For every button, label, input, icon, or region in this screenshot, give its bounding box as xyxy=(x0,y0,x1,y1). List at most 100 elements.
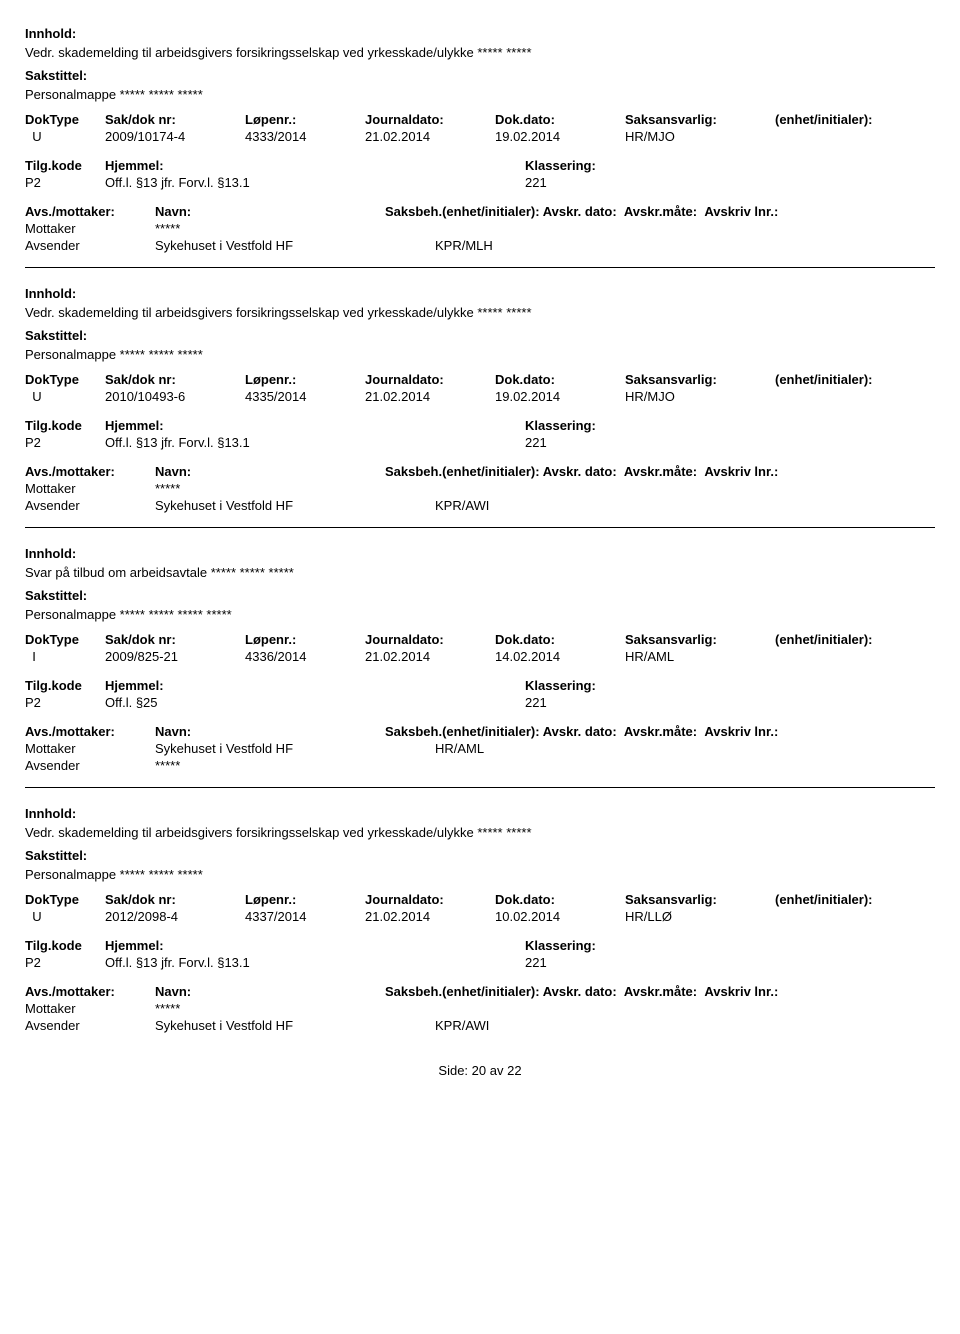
val-tilgkode: P2 xyxy=(25,955,105,970)
col-navn: Navn: xyxy=(155,204,385,219)
val-dokdato: 19.02.2014 xyxy=(495,129,625,144)
col-saksansvarlig: Saksansvarlig: xyxy=(625,632,775,647)
col-navn: Navn: xyxy=(155,984,385,999)
footer-page: 20 xyxy=(472,1063,486,1078)
sakstittel-label: Sakstittel: xyxy=(25,588,935,603)
mottaker-row: Mottaker ***** xyxy=(25,481,935,496)
avsender-navn: Sykehuset i Vestfold HF xyxy=(155,1018,435,1033)
avsender-row: Avsender Sykehuset i Vestfold HF KPR/MLH xyxy=(25,238,935,253)
avsender-navn: Sykehuset i Vestfold HF xyxy=(155,238,435,253)
column-headers: DokType Sak/dok nr: Løpenr.: Journaldato… xyxy=(25,632,935,647)
val-tilgkode: P2 xyxy=(25,695,105,710)
col-klassering: Klassering: xyxy=(525,158,725,173)
col-sakdok: Sak/dok nr: xyxy=(105,892,245,907)
avsender-label: Avsender xyxy=(25,498,155,513)
sakstittel-label: Sakstittel: xyxy=(25,848,935,863)
column-values: U 2012/2098-4 4337/2014 21.02.2014 10.02… xyxy=(25,909,935,924)
col-sakdok: Sak/dok nr: xyxy=(105,372,245,387)
tilg-values: P2 Off.l. §13 jfr. Forv.l. §13.1 221 xyxy=(25,955,935,970)
mottaker-label: Mottaker xyxy=(25,1001,155,1016)
avsender-navn: Sykehuset i Vestfold HF xyxy=(155,498,435,513)
footer-side-label: Side: xyxy=(438,1063,468,1078)
val-lopenr: 4335/2014 xyxy=(245,389,365,404)
avs-headers: Avs./mottaker: Navn: Saksbeh.(enhet/init… xyxy=(25,464,935,479)
mottaker-label: Mottaker xyxy=(25,741,155,756)
mottaker-row: Mottaker ***** xyxy=(25,221,935,236)
sakstittel-text: Personalmappe ***** ***** ***** ***** xyxy=(25,607,935,622)
avsender-label: Avsender xyxy=(25,1018,155,1033)
col-hjemmel: Hjemmel: xyxy=(105,938,525,953)
avsender-navn: ***** xyxy=(155,758,435,773)
col-saksbeh-group: Saksbeh.(enhet/initialer): Avskr. dato: … xyxy=(385,464,885,479)
col-navn: Navn: xyxy=(155,464,385,479)
journal-record: Innhold: Svar på tilbud om arbeidsavtale… xyxy=(25,546,935,788)
tilg-values: P2 Off.l. §13 jfr. Forv.l. §13.1 221 xyxy=(25,435,935,450)
column-values: U 2010/10493-6 4335/2014 21.02.2014 19.0… xyxy=(25,389,935,404)
col-avsmottaker: Avs./mottaker: xyxy=(25,204,155,219)
column-headers: DokType Sak/dok nr: Løpenr.: Journaldato… xyxy=(25,372,935,387)
tilg-values: P2 Off.l. §25 221 xyxy=(25,695,935,710)
val-sakdok: 2009/10174-4 xyxy=(105,129,245,144)
sakstittel-text: Personalmappe ***** ***** ***** xyxy=(25,347,935,362)
col-journaldato: Journaldato: xyxy=(365,632,495,647)
col-sakdok: Sak/dok nr: xyxy=(105,632,245,647)
tilg-headers: Tilg.kode Hjemmel: Klassering: xyxy=(25,158,935,173)
col-avsmottaker: Avs./mottaker: xyxy=(25,464,155,479)
innhold-label: Innhold: xyxy=(25,806,935,821)
col-lopenr: Løpenr.: xyxy=(245,112,365,127)
mottaker-navn: Sykehuset i Vestfold HF xyxy=(155,741,435,756)
val-enhet xyxy=(775,909,935,924)
avs-headers: Avs./mottaker: Navn: Saksbeh.(enhet/init… xyxy=(25,724,935,739)
mottaker-label: Mottaker xyxy=(25,481,155,496)
col-journaldato: Journaldato: xyxy=(365,892,495,907)
col-saksbeh-group: Saksbeh.(enhet/initialer): Avskr. dato: … xyxy=(385,204,885,219)
col-dokdato: Dok.dato: xyxy=(495,112,625,127)
col-tilgkode: Tilg.kode xyxy=(25,418,105,433)
avsender-saksbeh: KPR/MLH xyxy=(435,238,635,253)
col-hjemmel: Hjemmel: xyxy=(105,418,525,433)
val-klassering: 221 xyxy=(525,175,725,190)
val-doktype: I xyxy=(25,649,105,664)
val-dokdato: 19.02.2014 xyxy=(495,389,625,404)
val-klassering: 221 xyxy=(525,435,725,450)
val-hjemmel: Off.l. §25 xyxy=(105,695,525,710)
innhold-text: Vedr. skademelding til arbeidsgivers for… xyxy=(25,825,935,840)
footer-total: 22 xyxy=(507,1063,521,1078)
col-hjemmel: Hjemmel: xyxy=(105,678,525,693)
avsender-saksbeh xyxy=(435,758,635,773)
footer-av: av xyxy=(490,1063,504,1078)
avs-headers: Avs./mottaker: Navn: Saksbeh.(enhet/init… xyxy=(25,204,935,219)
val-enhet xyxy=(775,649,935,664)
mottaker-saksbeh xyxy=(435,481,635,496)
col-klassering: Klassering: xyxy=(525,678,725,693)
col-tilgkode: Tilg.kode xyxy=(25,938,105,953)
column-values: I 2009/825-21 4336/2014 21.02.2014 14.02… xyxy=(25,649,935,664)
col-saksansvarlig: Saksansvarlig: xyxy=(625,372,775,387)
col-doktype: DokType xyxy=(25,112,105,127)
col-saksbeh-group: Saksbeh.(enhet/initialer): Avskr. dato: … xyxy=(385,724,885,739)
val-enhet xyxy=(775,389,935,404)
col-lopenr: Løpenr.: xyxy=(245,372,365,387)
tilg-headers: Tilg.kode Hjemmel: Klassering: xyxy=(25,418,935,433)
avsender-label: Avsender xyxy=(25,758,155,773)
col-saksansvarlig: Saksansvarlig: xyxy=(625,892,775,907)
val-doktype: U xyxy=(25,909,105,924)
val-lopenr: 4336/2014 xyxy=(245,649,365,664)
journal-record: Innhold: Vedr. skademelding til arbeidsg… xyxy=(25,286,935,528)
column-values: U 2009/10174-4 4333/2014 21.02.2014 19.0… xyxy=(25,129,935,144)
avsender-label: Avsender xyxy=(25,238,155,253)
col-journaldato: Journaldato: xyxy=(365,372,495,387)
val-journaldato: 21.02.2014 xyxy=(365,909,495,924)
innhold-text: Vedr. skademelding til arbeidsgivers for… xyxy=(25,45,935,60)
tilg-values: P2 Off.l. §13 jfr. Forv.l. §13.1 221 xyxy=(25,175,935,190)
sakstittel-label: Sakstittel: xyxy=(25,68,935,83)
mottaker-navn: ***** xyxy=(155,1001,435,1016)
mottaker-navn: ***** xyxy=(155,221,435,236)
sakstittel-text: Personalmappe ***** ***** ***** xyxy=(25,87,935,102)
col-hjemmel: Hjemmel: xyxy=(105,158,525,173)
journal-record: Innhold: Vedr. skademelding til arbeidsg… xyxy=(25,26,935,268)
innhold-label: Innhold: xyxy=(25,26,935,41)
innhold-text: Vedr. skademelding til arbeidsgivers for… xyxy=(25,305,935,320)
col-klassering: Klassering: xyxy=(525,418,725,433)
col-saksansvarlig: Saksansvarlig: xyxy=(625,112,775,127)
